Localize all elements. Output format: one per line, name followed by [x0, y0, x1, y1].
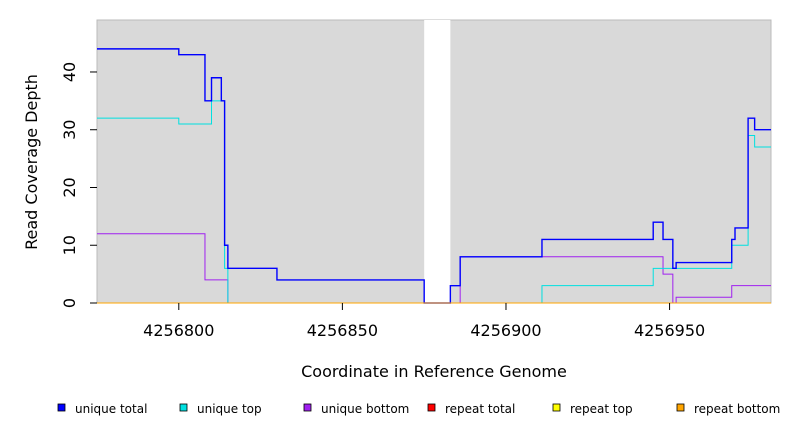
legend-label: repeat total: [445, 402, 515, 416]
legend-label: unique bottom: [321, 402, 409, 416]
x-axis-title: Coordinate in Reference Genome: [301, 362, 567, 381]
legend-item-unique-total: unique total: [57, 402, 147, 416]
y-tick-label: 30: [60, 120, 79, 140]
legend-item-repeat-top: repeat top: [552, 402, 633, 416]
legend-item-unique-top: unique top: [179, 402, 262, 416]
legend-item-repeat-bottom: repeat bottom: [676, 402, 780, 416]
x-tick-label: 4256900: [470, 321, 541, 340]
legend-swatch: [427, 403, 436, 412]
legend-swatch: [57, 403, 66, 412]
legend-item-repeat-total: repeat total: [427, 402, 515, 416]
x-tick-label: 4256800: [143, 321, 214, 340]
y-tick-label: 10: [60, 235, 79, 255]
legend-item-unique-bottom: unique bottom: [303, 402, 409, 416]
y-axis: 0 10 20 30 40: [60, 62, 97, 308]
x-axis: 4256800 4256850 4256900 4256950: [143, 303, 705, 340]
legend-swatch: [552, 403, 561, 412]
x-tick-label: 4256950: [634, 321, 705, 340]
y-axis-title: Read Coverage Depth: [22, 74, 41, 250]
y-tick-label: 0: [60, 298, 79, 308]
gap-region: [424, 20, 451, 303]
legend-label: unique total: [75, 402, 147, 416]
series-line-unique-bottom: [97, 233, 771, 304]
legend-label: unique top: [197, 402, 262, 416]
legend-label: repeat top: [570, 402, 633, 416]
y-tick-label: 20: [60, 177, 79, 197]
series-line-unique-total: [97, 48, 771, 304]
legend: unique total unique top unique bottom repea…: [57, 402, 780, 416]
series-layer: [97, 48, 771, 304]
legend-swatch: [676, 403, 685, 412]
legend-swatch: [179, 403, 188, 412]
y-tick-label: 40: [60, 62, 79, 82]
legend-swatch: [303, 403, 312, 412]
x-tick-label: 4256850: [307, 321, 378, 340]
legend-label: repeat bottom: [694, 402, 780, 416]
